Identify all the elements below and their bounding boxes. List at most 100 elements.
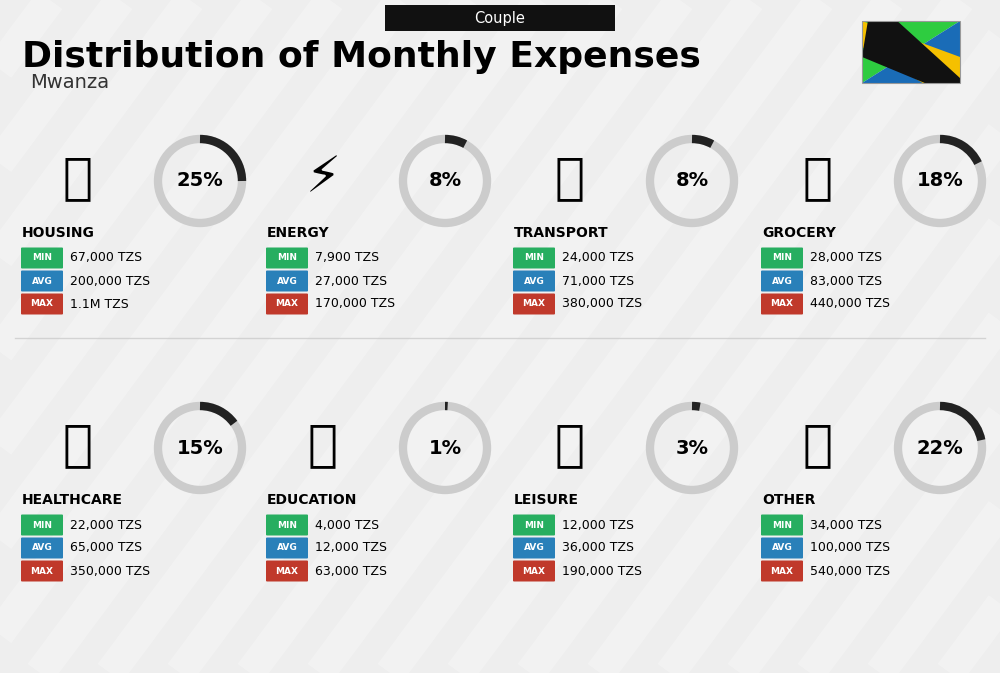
- Text: 71,000 TZS: 71,000 TZS: [562, 275, 634, 287]
- Text: GROCERY: GROCERY: [762, 226, 836, 240]
- Text: 34,000 TZS: 34,000 TZS: [810, 518, 882, 532]
- Text: MIN: MIN: [32, 520, 52, 530]
- Text: 22%: 22%: [917, 439, 963, 458]
- Text: ENERGY: ENERGY: [267, 226, 330, 240]
- Text: Distribution of Monthly Expenses: Distribution of Monthly Expenses: [22, 40, 701, 74]
- Text: 15%: 15%: [177, 439, 223, 458]
- Text: 🎓: 🎓: [308, 421, 338, 469]
- Text: 3%: 3%: [676, 439, 708, 458]
- Text: MAX: MAX: [522, 567, 546, 575]
- Text: 8%: 8%: [675, 172, 709, 190]
- Text: AVG: AVG: [524, 277, 544, 285]
- Text: 1.1M TZS: 1.1M TZS: [70, 297, 129, 310]
- Text: 190,000 TZS: 190,000 TZS: [562, 565, 642, 577]
- Text: 350,000 TZS: 350,000 TZS: [70, 565, 150, 577]
- Text: HEALTHCARE: HEALTHCARE: [22, 493, 123, 507]
- FancyBboxPatch shape: [266, 293, 308, 314]
- FancyBboxPatch shape: [21, 271, 63, 291]
- FancyBboxPatch shape: [761, 561, 803, 581]
- Text: 27,000 TZS: 27,000 TZS: [315, 275, 387, 287]
- FancyBboxPatch shape: [266, 248, 308, 269]
- Text: 63,000 TZS: 63,000 TZS: [315, 565, 387, 577]
- Polygon shape: [862, 21, 960, 83]
- FancyBboxPatch shape: [21, 514, 63, 536]
- Text: 💰: 💰: [803, 421, 833, 469]
- Text: AVG: AVG: [772, 277, 792, 285]
- Text: MAX: MAX: [770, 567, 794, 575]
- Text: AVG: AVG: [772, 544, 792, 553]
- Text: MIN: MIN: [32, 254, 52, 262]
- FancyBboxPatch shape: [761, 248, 803, 269]
- Text: AVG: AVG: [32, 544, 52, 553]
- Text: LEISURE: LEISURE: [514, 493, 579, 507]
- Text: 540,000 TZS: 540,000 TZS: [810, 565, 890, 577]
- Polygon shape: [862, 21, 960, 83]
- FancyBboxPatch shape: [761, 293, 803, 314]
- FancyBboxPatch shape: [513, 271, 555, 291]
- FancyBboxPatch shape: [513, 514, 555, 536]
- Text: 24,000 TZS: 24,000 TZS: [562, 252, 634, 264]
- Text: 18%: 18%: [917, 172, 963, 190]
- Text: Mwanza: Mwanza: [30, 73, 109, 92]
- Text: 7,900 TZS: 7,900 TZS: [315, 252, 379, 264]
- Text: MAX: MAX: [30, 567, 54, 575]
- Text: HOUSING: HOUSING: [22, 226, 95, 240]
- FancyBboxPatch shape: [513, 293, 555, 314]
- FancyBboxPatch shape: [266, 561, 308, 581]
- FancyBboxPatch shape: [513, 248, 555, 269]
- Text: 🏙: 🏙: [63, 154, 93, 202]
- Text: MAX: MAX: [276, 567, 298, 575]
- Text: MIN: MIN: [524, 254, 544, 262]
- Text: MIN: MIN: [277, 254, 297, 262]
- Text: MIN: MIN: [524, 520, 544, 530]
- Text: 🛒: 🛒: [803, 154, 833, 202]
- Text: 65,000 TZS: 65,000 TZS: [70, 542, 142, 555]
- FancyBboxPatch shape: [21, 248, 63, 269]
- Text: MIN: MIN: [277, 520, 297, 530]
- Text: 4,000 TZS: 4,000 TZS: [315, 518, 379, 532]
- Text: 83,000 TZS: 83,000 TZS: [810, 275, 882, 287]
- FancyBboxPatch shape: [21, 538, 63, 559]
- Text: 440,000 TZS: 440,000 TZS: [810, 297, 890, 310]
- Polygon shape: [862, 21, 960, 83]
- Polygon shape: [862, 21, 960, 83]
- Text: 1%: 1%: [428, 439, 462, 458]
- Text: 🩺: 🩺: [63, 421, 93, 469]
- Text: OTHER: OTHER: [762, 493, 815, 507]
- FancyBboxPatch shape: [513, 538, 555, 559]
- Text: 🛍: 🛍: [555, 421, 585, 469]
- Text: 200,000 TZS: 200,000 TZS: [70, 275, 150, 287]
- Text: 25%: 25%: [177, 172, 223, 190]
- Text: 28,000 TZS: 28,000 TZS: [810, 252, 882, 264]
- FancyBboxPatch shape: [761, 538, 803, 559]
- Text: 100,000 TZS: 100,000 TZS: [810, 542, 890, 555]
- Text: 170,000 TZS: 170,000 TZS: [315, 297, 395, 310]
- Text: MAX: MAX: [30, 299, 54, 308]
- Text: 12,000 TZS: 12,000 TZS: [315, 542, 387, 555]
- Text: 36,000 TZS: 36,000 TZS: [562, 542, 634, 555]
- Text: 8%: 8%: [428, 172, 462, 190]
- FancyBboxPatch shape: [266, 514, 308, 536]
- FancyBboxPatch shape: [266, 538, 308, 559]
- Text: AVG: AVG: [32, 277, 52, 285]
- FancyBboxPatch shape: [385, 5, 615, 31]
- Text: 67,000 TZS: 67,000 TZS: [70, 252, 142, 264]
- Text: MIN: MIN: [772, 254, 792, 262]
- Text: MIN: MIN: [772, 520, 792, 530]
- Text: MAX: MAX: [770, 299, 794, 308]
- Text: TRANSPORT: TRANSPORT: [514, 226, 609, 240]
- Text: 🚌: 🚌: [555, 154, 585, 202]
- Text: AVG: AVG: [524, 544, 544, 553]
- FancyBboxPatch shape: [266, 271, 308, 291]
- FancyBboxPatch shape: [761, 271, 803, 291]
- Text: 22,000 TZS: 22,000 TZS: [70, 518, 142, 532]
- FancyBboxPatch shape: [761, 514, 803, 536]
- Text: MAX: MAX: [522, 299, 546, 308]
- FancyBboxPatch shape: [21, 293, 63, 314]
- Text: EDUCATION: EDUCATION: [267, 493, 357, 507]
- FancyBboxPatch shape: [513, 561, 555, 581]
- Text: AVG: AVG: [277, 277, 297, 285]
- Text: 380,000 TZS: 380,000 TZS: [562, 297, 642, 310]
- Text: ⚡: ⚡: [305, 154, 341, 202]
- Text: 12,000 TZS: 12,000 TZS: [562, 518, 634, 532]
